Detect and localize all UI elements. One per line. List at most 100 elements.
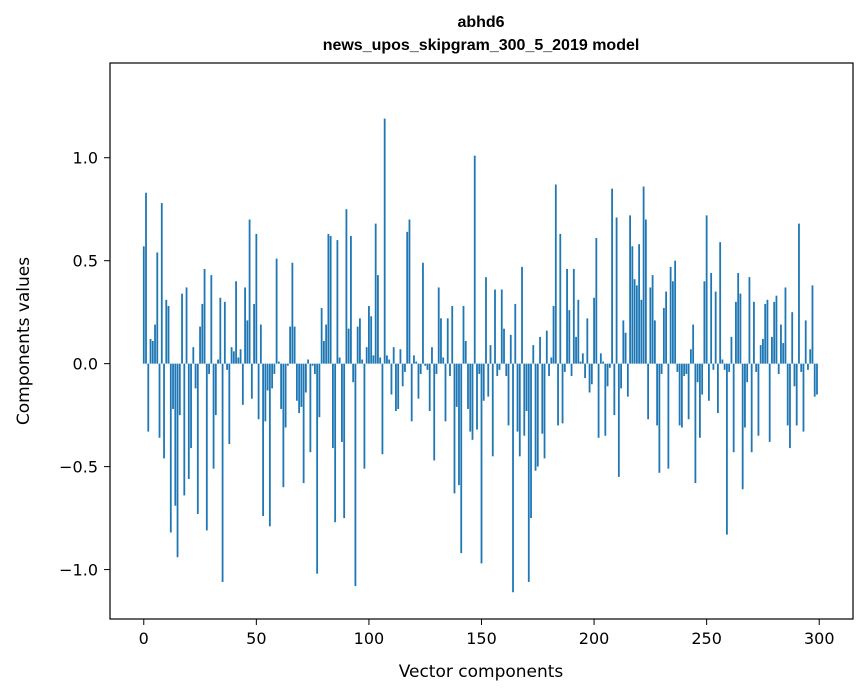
bar-229 [658,363,661,473]
bar-109 [388,359,391,364]
bar-252 [710,273,713,364]
bar-141 [460,363,463,554]
bar-248 [701,363,704,395]
bar-81 [325,324,328,364]
bar-150 [480,363,483,564]
bar-149 [478,363,481,374]
bar-64 [286,363,289,366]
bar-135 [446,318,449,364]
bar-246 [696,363,699,383]
bar-272 [755,363,758,372]
bar-289 [793,363,796,387]
bar-70 [300,363,303,407]
bar-209 [613,363,616,416]
bar-136 [449,363,451,377]
bar-159 [500,289,503,364]
bar-3 [149,338,152,364]
bar-112 [395,363,397,412]
y-tick-label: 1.0 [73,149,98,168]
bar-212 [620,363,622,389]
bar-63 [284,363,287,428]
bar-36 [223,301,226,364]
bar-74 [309,363,312,453]
bar-287 [789,363,791,449]
bar-119 [410,363,413,422]
bar-6 [156,252,159,364]
bar-253 [712,363,715,370]
bar-244 [692,324,695,364]
bar-60 [277,361,280,364]
bar-168 [521,266,523,364]
bar-51 [257,363,260,420]
bar-167 [518,363,521,457]
bar-16 [178,363,181,416]
bar-293 [802,363,805,432]
bars-group [142,118,818,593]
bar-192 [575,336,577,364]
bar-123 [419,363,422,374]
bar-72 [304,363,307,393]
bar-183 [554,184,557,364]
bar-230 [660,363,663,374]
bar-9 [163,363,165,459]
bar-172 [530,363,532,519]
bar-76 [313,363,316,374]
bar-0 [142,246,145,364]
bar-199 [590,363,593,385]
bar-266 [741,363,744,490]
bar-291 [798,223,800,364]
bar-48 [250,363,253,399]
bar-270 [750,363,753,453]
bar-8 [160,203,163,364]
bar-65 [289,326,292,364]
bar-295 [807,363,809,370]
bar-137 [451,305,454,364]
bar-196 [584,363,586,379]
bar-90 [345,209,348,364]
bar-24 [196,363,199,514]
bar-62 [282,363,285,488]
bar-91 [347,328,350,364]
bar-276 [764,303,767,364]
bar-37 [226,363,228,370]
bar-225 [649,287,652,364]
bar-261 [730,336,733,364]
bar-17 [181,293,183,364]
bar-40 [232,351,235,364]
bar-140 [458,363,460,486]
y-ticks: −1.0 −0.5 0.0 0.5 1.0 [59,149,110,580]
bar-32 [214,363,217,416]
bar-176 [539,336,541,364]
bar-249 [703,281,706,364]
bar-220 [638,244,641,364]
bar-114 [399,349,402,364]
bar-231 [662,308,665,364]
bar-233 [667,363,670,469]
bar-75 [311,363,314,366]
bar-124 [422,262,424,364]
bar-255 [717,363,719,414]
bar-156 [494,289,496,364]
bar-281 [775,295,778,364]
bar-68 [295,363,298,401]
bar-207 [608,363,611,368]
chart-title: abhd6 [457,14,504,31]
bar-96 [359,318,361,364]
bar-18 [183,363,186,496]
bar-85 [334,363,337,523]
bar-43 [239,349,242,364]
bar-164 [512,363,514,593]
bar-55 [266,363,269,391]
bar-185 [559,233,562,364]
bar-77 [316,363,319,574]
bar-49 [253,303,255,364]
bar-251 [708,363,710,401]
bar-47 [248,219,251,364]
bar-7 [158,363,161,438]
bar-4 [151,341,154,364]
y-axis-label: Components values [14,257,34,425]
bar-129 [433,363,436,461]
bar-282 [777,363,780,374]
bar-100 [368,305,370,364]
